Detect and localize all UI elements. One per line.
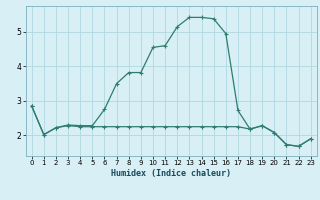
X-axis label: Humidex (Indice chaleur): Humidex (Indice chaleur) xyxy=(111,169,231,178)
